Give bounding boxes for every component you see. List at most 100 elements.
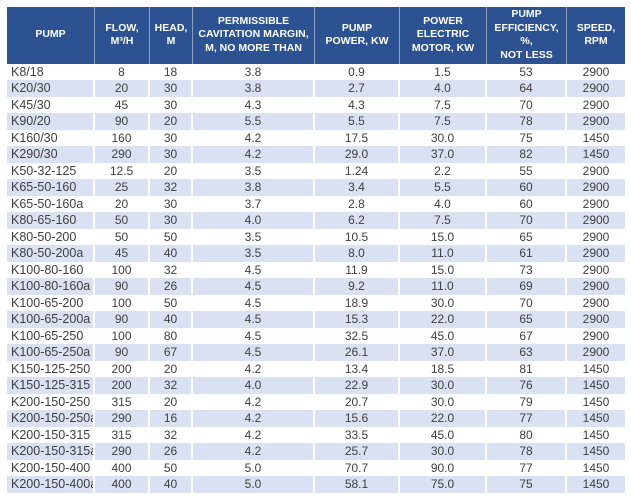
value-cell: 100: [95, 261, 150, 279]
value-cell: 4.2: [193, 426, 315, 444]
value-cell: 32: [150, 261, 193, 279]
value-cell: 4.5: [193, 261, 315, 279]
header-row: PUMP FLOW, M³/H HEAD, M PERMISSIBLE CAVI…: [7, 7, 625, 64]
value-cell: 50: [150, 294, 193, 312]
value-cell: 4.0: [193, 212, 315, 229]
value-cell: 1450: [567, 476, 625, 493]
value-cell: 400: [95, 459, 150, 477]
value-cell: 3.7: [193, 195, 315, 213]
value-cell: 5.5: [400, 179, 487, 196]
value-cell: 32: [150, 426, 193, 444]
table-row: K65-50-160 25 32 3.8 3.4 5.5 60 2900: [7, 179, 625, 196]
value-cell: 11.0: [400, 245, 487, 262]
pump-name-cell: K80-50-200: [7, 228, 95, 246]
value-cell: 315: [95, 426, 150, 444]
value-cell: 45.0: [400, 327, 487, 345]
value-cell: 63: [487, 344, 567, 361]
value-cell: 9.2: [315, 278, 400, 295]
value-cell: 30: [150, 96, 193, 114]
value-cell: 2900: [567, 162, 625, 180]
value-cell: 5.0: [193, 476, 315, 493]
value-cell: 18.9: [315, 294, 400, 312]
pump-name-cell: K90/20: [7, 113, 95, 130]
value-cell: 2900: [567, 228, 625, 246]
value-cell: 77: [487, 410, 567, 427]
value-cell: 64: [487, 80, 567, 97]
value-cell: 30: [150, 146, 193, 163]
value-cell: 75.0: [400, 476, 487, 493]
value-cell: 2900: [567, 195, 625, 213]
value-cell: 7.5: [400, 96, 487, 114]
value-cell: 2900: [567, 179, 625, 196]
value-cell: 290: [95, 443, 150, 460]
value-cell: 37.0: [400, 344, 487, 361]
value-cell: 76: [487, 377, 567, 394]
pump-name-cell: K200-150-400a: [7, 476, 95, 493]
table-row: K80-50-200 50 50 3.5 10.5 15.0 65 2900: [7, 228, 625, 246]
value-cell: 3.8: [193, 80, 315, 97]
value-cell: 26: [150, 443, 193, 460]
value-cell: 4.3: [193, 96, 315, 114]
value-cell: 81: [487, 360, 567, 378]
value-cell: 7.5: [400, 212, 487, 229]
value-cell: 26.1: [315, 344, 400, 361]
value-cell: 2.7: [315, 80, 400, 97]
value-cell: 82: [487, 146, 567, 163]
value-cell: 1450: [567, 146, 625, 163]
value-cell: 12.5: [95, 162, 150, 180]
value-cell: 2900: [567, 212, 625, 229]
value-cell: 30: [150, 129, 193, 147]
value-cell: 5.5: [315, 113, 400, 130]
value-cell: 4.5: [193, 344, 315, 361]
value-cell: 11.0: [400, 278, 487, 295]
value-cell: 1450: [567, 459, 625, 477]
value-cell: 2900: [567, 261, 625, 279]
value-cell: 1450: [567, 360, 625, 378]
value-cell: 70: [487, 294, 567, 312]
pump-spec-table: PUMP FLOW, M³/H HEAD, M PERMISSIBLE CAVI…: [7, 7, 625, 493]
table-row: K90/20 90 20 5.5 5.5 7.5 78 2900: [7, 113, 625, 130]
value-cell: 70.7: [315, 459, 400, 477]
value-cell: 4.2: [193, 129, 315, 147]
column-header-pump-power: PUMP POWER, KW: [315, 7, 400, 64]
value-cell: 45: [95, 245, 150, 262]
value-cell: 80: [487, 426, 567, 444]
value-cell: 90: [95, 113, 150, 130]
value-cell: 30.0: [400, 443, 487, 460]
value-cell: 2900: [567, 344, 625, 361]
table-row: K160/30 160 30 4.2 17.5 30.0 75 1450: [7, 129, 625, 147]
value-cell: 1450: [567, 393, 625, 411]
table-row: K100-80-160 100 32 4.5 11.9 15.0 73 2900: [7, 261, 625, 279]
value-cell: 4.5: [193, 311, 315, 328]
value-cell: 100: [95, 327, 150, 345]
value-cell: 32: [150, 377, 193, 394]
value-cell: 1450: [567, 377, 625, 394]
table-row: K20/30 20 30 3.8 2.7 4.0 64 2900: [7, 80, 625, 97]
value-cell: 25.7: [315, 443, 400, 460]
table-row: K100-65-250a 90 67 4.5 26.1 37.0 63 2900: [7, 344, 625, 361]
value-cell: 2.2: [400, 162, 487, 180]
value-cell: 1.5: [400, 63, 487, 81]
value-cell: 1450: [567, 410, 625, 427]
pump-name-cell: K65-50-160a: [7, 195, 95, 213]
pump-name-cell: K20/30: [7, 80, 95, 97]
value-cell: 160: [95, 129, 150, 147]
pump-name-cell: K150-125-315: [7, 377, 95, 394]
value-cell: 15.3: [315, 311, 400, 328]
table-row: K100-65-250 100 80 4.5 32.5 45.0 67 2900: [7, 327, 625, 345]
value-cell: 2900: [567, 311, 625, 328]
value-cell: 22.9: [315, 377, 400, 394]
value-cell: 55: [487, 162, 567, 180]
value-cell: 3.4: [315, 179, 400, 196]
value-cell: 3.5: [193, 162, 315, 180]
value-cell: 53: [487, 63, 567, 81]
value-cell: 20: [95, 195, 150, 213]
table-row: K150-125-315 200 32 4.0 22.9 30.0 76 1450: [7, 377, 625, 394]
table-row: K45/30 45 30 4.3 4.3 7.5 70 2900: [7, 96, 625, 114]
value-cell: 11.9: [315, 261, 400, 279]
value-cell: 8.0: [315, 245, 400, 262]
value-cell: 3.5: [193, 245, 315, 262]
value-cell: 30: [150, 195, 193, 213]
pump-name-cell: K100-65-200a: [7, 311, 95, 328]
value-cell: 18.5: [400, 360, 487, 378]
